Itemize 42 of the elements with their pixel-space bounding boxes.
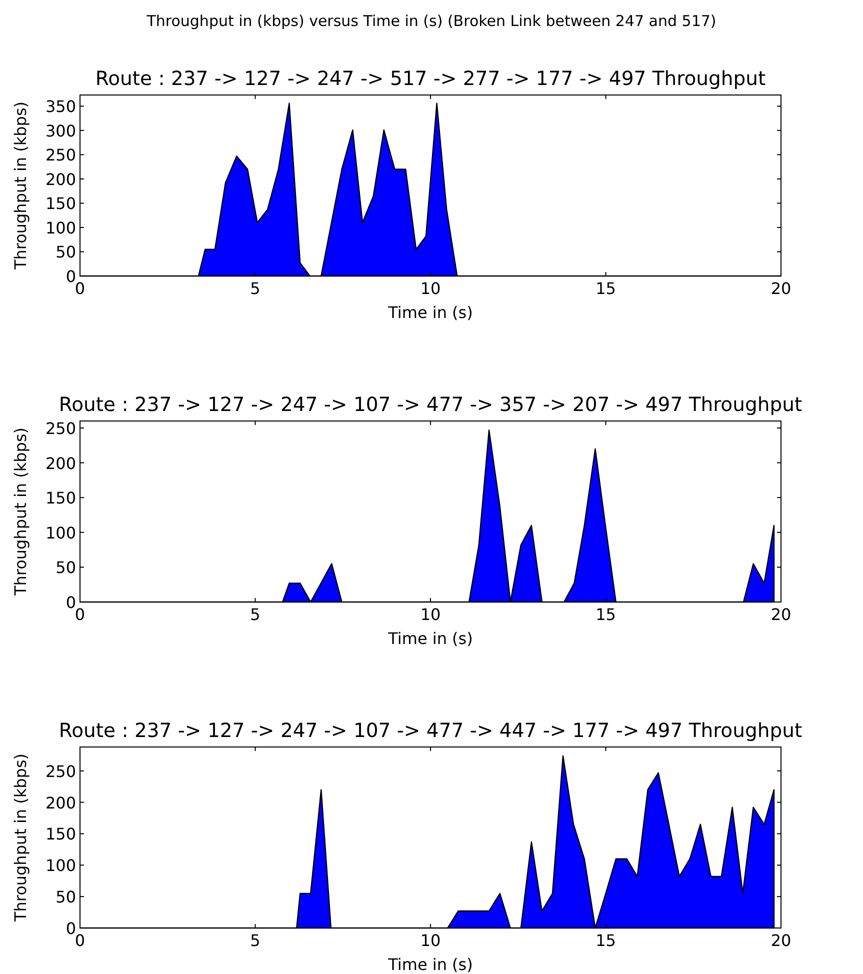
y-tick-label: 200 [45, 170, 76, 189]
y-tick-label: 200 [45, 454, 76, 473]
chart-title: Route : 237 -> 127 -> 247 -> 517 -> 277 -> 177 -> 497 Throughput [95, 67, 766, 90]
y-axis-title: Throughput in (kbps) [11, 753, 30, 923]
x-tick-label: 10 [420, 931, 441, 950]
y-axis-title: Throughput in (kbps) [11, 101, 30, 271]
y-tick-label: 100 [45, 856, 76, 876]
y-tick-label: 200 [45, 793, 76, 812]
y-tick-label: 250 [45, 762, 76, 781]
y-tick-label: 250 [45, 146, 76, 165]
x-tick-label: 15 [596, 279, 616, 298]
y-tick-label: 0 [66, 919, 76, 938]
x-tick-label: 15 [596, 931, 616, 950]
x-axis-title: Time in (s) [387, 629, 473, 648]
x-axis-title: Time in (s) [387, 303, 473, 322]
y-tick-label: 50 [56, 242, 76, 262]
text: Throughput in (kbps) versus Time in (s) (Broken Link between 247 and 517) [146, 12, 716, 30]
x-tick-label: 20 [770, 931, 792, 950]
x-tick-label: 10 [420, 279, 441, 298]
x-tick-label: 20 [770, 279, 792, 298]
y-tick-label: 100 [45, 218, 76, 238]
x-tick-label: 10 [420, 605, 441, 624]
chart-title: Route : 237 -> 127 -> 247 -> 107 -> 477 -> 447 -> 177 -> 497 Throughput [58, 719, 802, 742]
y-tick-label: 350 [45, 97, 76, 116]
y-tick-label: 0 [66, 267, 76, 286]
x-tick-label: 20 [770, 605, 792, 624]
x-tick-label: 5 [250, 279, 260, 298]
y-tick-label: 100 [45, 523, 76, 542]
y-axis-title: Throughput in (kbps) [11, 427, 30, 597]
y-tick-label: 50 [56, 888, 76, 907]
y-tick-label: 150 [45, 488, 76, 508]
y-tick-label: 150 [45, 824, 76, 844]
chart-title: Route : 237 -> 127 -> 247 -> 107 -> 477 -> 357 -> 207 -> 497 Throughput [58, 393, 802, 416]
x-tick-label: 5 [250, 605, 260, 624]
y-tick-label: 250 [45, 418, 76, 438]
x-tick-label: 15 [596, 605, 616, 624]
x-tick-label: 5 [250, 931, 260, 950]
y-tick-label: 0 [66, 593, 76, 612]
y-tick-label: 50 [56, 558, 76, 578]
y-tick-label: 300 [45, 121, 76, 140]
y-tick-label: 150 [45, 194, 76, 214]
x-axis-title: Time in (s) [387, 955, 473, 974]
